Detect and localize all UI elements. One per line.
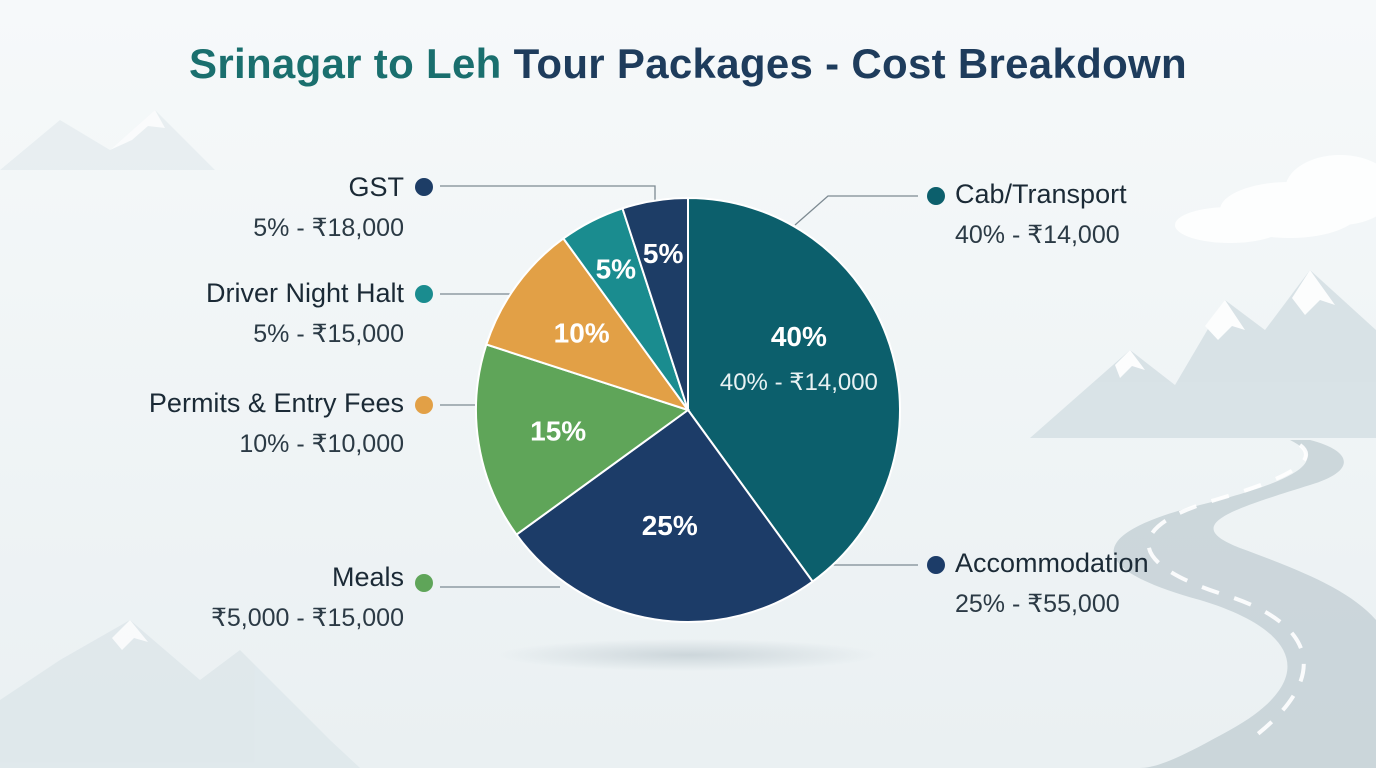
legend-dots [415, 178, 945, 592]
leader-line-cab [794, 195, 918, 226]
slice-label-permits-entry-fees: 10% [554, 318, 610, 349]
pie-slice-meals [475, 343, 691, 537]
callout-accommodation-name: Accommodation [955, 548, 1149, 578]
slice-label-accommodation: 25% [642, 510, 698, 541]
page-title: Srinagar to Leh Tour Packages - Cost Bre… [0, 40, 1376, 88]
leader-line-gst [440, 185, 656, 205]
callout-meals-detail: ₹5,000 - ₹15,000 [210, 604, 404, 632]
title-accent: Srinagar to Leh [189, 40, 502, 87]
callout-driver-night-halt: Driver Night Halt 5% - ₹15,000 [206, 278, 404, 349]
pie-slice-cab-transport [687, 196, 901, 583]
legend-dot-accommodation [927, 556, 945, 574]
pie-slice-permits-entry-fees [485, 237, 691, 412]
slice-label-meals: 15% [530, 416, 586, 447]
callout-driver-detail: 5% - ₹15,000 [253, 320, 404, 348]
road-icon [1113, 440, 1376, 768]
callout-gst-detail: 5% - ₹18,000 [253, 214, 404, 242]
slice-detail-cab-transport: 40% - ₹14,000 [720, 369, 878, 396]
pie-slices [475, 196, 901, 623]
pie-slice-gst [621, 196, 689, 411]
slice-label-driver-night-halt: 5% [596, 253, 637, 284]
callout-accommodation-detail: 25% - ₹55,000 [955, 590, 1120, 618]
callout-driver-name: Driver Night Halt [205, 278, 404, 308]
callout-cab-transport: Cab/Transport 40% - ₹14,000 [955, 179, 1127, 250]
mountain-left-bottom-icon [0, 620, 360, 768]
slice-label-gst: 5% [643, 238, 684, 269]
callout-accommodation: Accommodation 25% - ₹55,000 [955, 548, 1149, 619]
cloud-icon [1175, 155, 1376, 243]
callout-gst: GST 5% - ₹18,000 [253, 172, 404, 243]
callout-permits-detail: 10% - ₹10,000 [239, 430, 404, 458]
callout-meals: Meals ₹5,000 - ₹15,000 [211, 562, 404, 633]
legend-dot-meals [415, 574, 433, 592]
legend-dot-driver [415, 285, 433, 303]
callout-cab-name: Cab/Transport [955, 179, 1127, 209]
pie-slice-accommodation [515, 408, 815, 623]
slice-label-cab-transport: 40% [771, 321, 827, 352]
pie-slice-labels: 40% 40% - ₹14,000 25% 15% 10% 5% 5% [530, 238, 878, 541]
callout-gst-name: GST [348, 172, 404, 202]
callout-permits-name: Permits & Entry Fees [148, 388, 404, 418]
leader-lines [440, 185, 918, 588]
legend-dot-permits [415, 396, 433, 414]
mountain-right-icon [1030, 270, 1376, 438]
callout-cab-detail: 40% - ₹14,000 [955, 221, 1120, 249]
legend-dot-cab [927, 187, 945, 205]
legend-dot-gst [415, 178, 433, 196]
callout-permits: Permits & Entry Fees 10% - ₹10,000 [149, 388, 404, 459]
callout-meals-name: Meals [331, 562, 404, 592]
title-main: Tour Packages - Cost Breakdown [501, 40, 1187, 87]
mountain-left-top-icon [0, 110, 215, 170]
